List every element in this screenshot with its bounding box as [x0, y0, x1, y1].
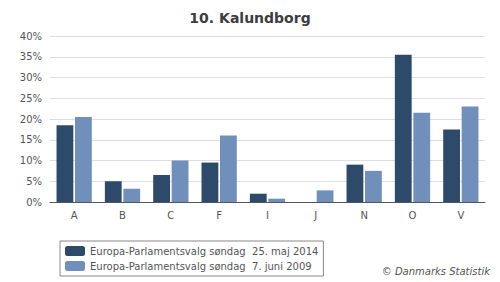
svg-text:B: B: [119, 210, 126, 221]
svg-text:30%: 30%: [20, 72, 42, 83]
svg-text:10. Kalundborg: 10. Kalundborg: [189, 10, 310, 26]
svg-text:N: N: [360, 210, 367, 221]
svg-text:V: V: [457, 210, 464, 221]
svg-text:O: O: [409, 210, 417, 221]
svg-text:F: F: [216, 210, 222, 221]
svg-text:Europa-Parlamentsvalg søndag: Europa-Parlamentsvalg søndag 7. juni 200…: [90, 261, 312, 272]
svg-text:I: I: [266, 210, 269, 221]
svg-text:© Danmarks Statistik: © Danmarks Statistik: [382, 266, 492, 277]
svg-text:J: J: [313, 210, 317, 221]
svg-text:A: A: [71, 210, 78, 221]
svg-text:20%: 20%: [20, 114, 42, 125]
svg-text:Europa-Parlamentsvalg søndag: Europa-Parlamentsvalg søndag 25. maj 201…: [90, 246, 318, 257]
svg-text:C: C: [167, 210, 174, 221]
svg-text:5%: 5%: [26, 176, 42, 187]
svg-text:0%: 0%: [26, 197, 42, 208]
svg-text:25%: 25%: [20, 93, 42, 104]
svg-text:35%: 35%: [20, 51, 42, 62]
svg-text:15%: 15%: [20, 134, 42, 145]
svg-text:40%: 40%: [20, 31, 42, 42]
svg-text:10%: 10%: [20, 155, 42, 166]
